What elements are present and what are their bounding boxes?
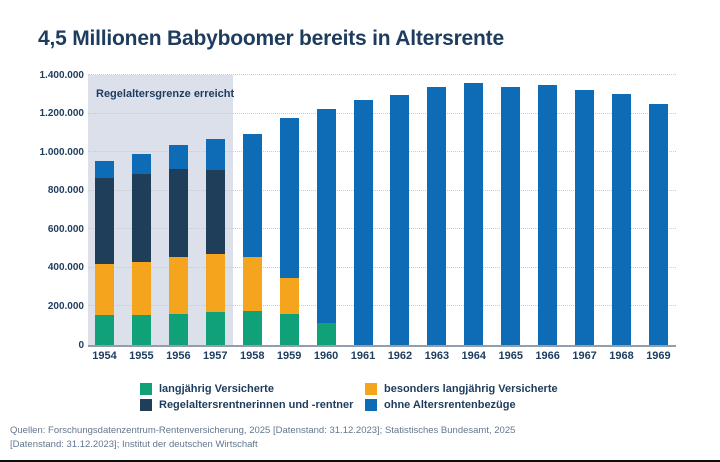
bar-segment-1956 [168, 257, 188, 315]
gridline [88, 189, 676, 191]
plot-area: Regelaltersgrenze erreicht [88, 74, 676, 347]
chart-legend: langjährig Versicherte besonders langjähr… [140, 383, 558, 411]
bar-segment-1958 [242, 311, 262, 345]
y-axis-tick-label: 200.000 [47, 300, 84, 312]
y-axis-tick-label: 1.200.000 [39, 108, 85, 120]
bar-segment-1966 [538, 84, 558, 345]
bar-segment-1957 [205, 169, 225, 255]
bar-segment-1969 [648, 103, 668, 345]
legend-item: besonders langjährig Versicherte [365, 383, 558, 395]
legend-swatch-icon [365, 399, 377, 411]
y-axis-tick-label: 1.400.000 [39, 69, 85, 81]
x-axis-tick-label: 1966 [535, 350, 560, 362]
x-axis-tick-label: 1963 [424, 350, 450, 362]
legend-label: langjährig Versicherte [159, 383, 274, 395]
source-footer: Quellen: Forschungsdatenzentrum-Rentenve… [10, 424, 710, 453]
gridline [88, 74, 676, 75]
y-axis-tick-label: 1.000.000 [39, 146, 85, 158]
bar-segment-1958 [242, 133, 262, 258]
bar-segment-1956 [168, 145, 188, 169]
bar-segment-1967 [575, 90, 595, 345]
bar-segment-1960 [316, 108, 336, 323]
gridline [88, 151, 676, 153]
legend-item: Regelaltersrentnerinnen und -rentner [140, 399, 365, 411]
x-axis-tick-label: 1955 [129, 350, 154, 362]
bar-segment-1963 [427, 86, 447, 345]
x-axis-tick-label: 1959 [276, 350, 302, 362]
bar-segment-1958 [242, 257, 262, 312]
bar-segment-1955 [131, 154, 151, 175]
bar-segment-1955 [131, 262, 151, 316]
bar-segment-1954 [95, 315, 114, 345]
bar-segment-1957 [205, 312, 225, 345]
x-axis-tick-label: 1960 [313, 350, 339, 362]
x-axis-tick-label: 1962 [387, 350, 413, 362]
bar-segment-1959 [279, 118, 299, 278]
legend-label: besonders langjährig Versicherte [384, 383, 558, 395]
legend-item: ohne Altersrentenbezüge [365, 399, 558, 411]
bar-segment-1956 [168, 168, 188, 258]
annotation-label: Regelaltersgrenze erreicht [96, 88, 235, 100]
bar-segment-1961 [353, 100, 373, 345]
bar-segment-1956 [168, 314, 188, 345]
x-axis-tick-label: 1956 [166, 350, 191, 362]
bar-segment-1957 [205, 138, 225, 170]
bar-segment-1955 [131, 315, 151, 345]
legend-swatch-icon [365, 383, 377, 395]
x-axis-tick-label: 1961 [350, 350, 376, 362]
legend-swatch-icon [140, 399, 152, 411]
bar-segment-1957 [205, 254, 225, 313]
bar-segment-1954 [95, 178, 114, 264]
y-axis: 0 200.000 400.000 600.000 800.000 1.000.000 1.… [10, 69, 85, 351]
bar-segment-1962 [390, 95, 410, 345]
gridline [88, 305, 676, 307]
page-title: 4,5 Millionen Babyboomer bereits in Alte… [38, 27, 504, 50]
x-axis-tick-label: 1969 [646, 350, 671, 362]
bar-segment-1955 [131, 174, 151, 263]
x-axis-tick-label: 1964 [461, 350, 487, 362]
y-axis-tick-label: 600.000 [47, 223, 84, 235]
bar-segment-1965 [501, 86, 521, 345]
y-axis-tick-label: 0 [78, 339, 84, 351]
gridline [88, 228, 676, 230]
bar-segment-1960 [316, 322, 336, 345]
legend-label: Regelaltersrentnerinnen und -rentner [159, 399, 354, 411]
x-axis-tick-label: 1968 [609, 350, 634, 362]
bar-segment-1959 [279, 314, 299, 345]
y-axis-tick-label: 800.000 [47, 185, 84, 197]
legend-item: langjährig Versicherte [140, 383, 365, 395]
bar-segment-1954 [95, 264, 114, 316]
x-axis-tick-label: 1967 [572, 350, 597, 362]
source-line-2: [Datenstand: 31.12.2023]; Institut der d… [10, 439, 258, 451]
x-axis-tick-label: 1954 [92, 350, 117, 362]
legend-swatch-icon [140, 383, 152, 395]
x-axis-tick-label: 1957 [203, 350, 228, 362]
bar-segment-1954 [95, 160, 114, 179]
bar-segment-1964 [464, 82, 484, 345]
x-axis-tick-label: 1965 [498, 350, 523, 362]
bar-segment-1959 [279, 277, 299, 315]
bar-segment-1968 [612, 94, 632, 345]
legend-label: ohne Altersrentenbezüge [384, 399, 516, 411]
stacked-bar-chart: 0 200.000 400.000 600.000 800.000 1.000.000 1.… [10, 70, 690, 370]
gridline [88, 266, 676, 268]
gridline [88, 112, 676, 114]
x-axis-tick-label: 1958 [239, 350, 265, 362]
source-line-1: Quellen: Forschungsdatenzentrum-Rentenve… [10, 425, 516, 436]
y-axis-tick-label: 400.000 [47, 262, 84, 274]
